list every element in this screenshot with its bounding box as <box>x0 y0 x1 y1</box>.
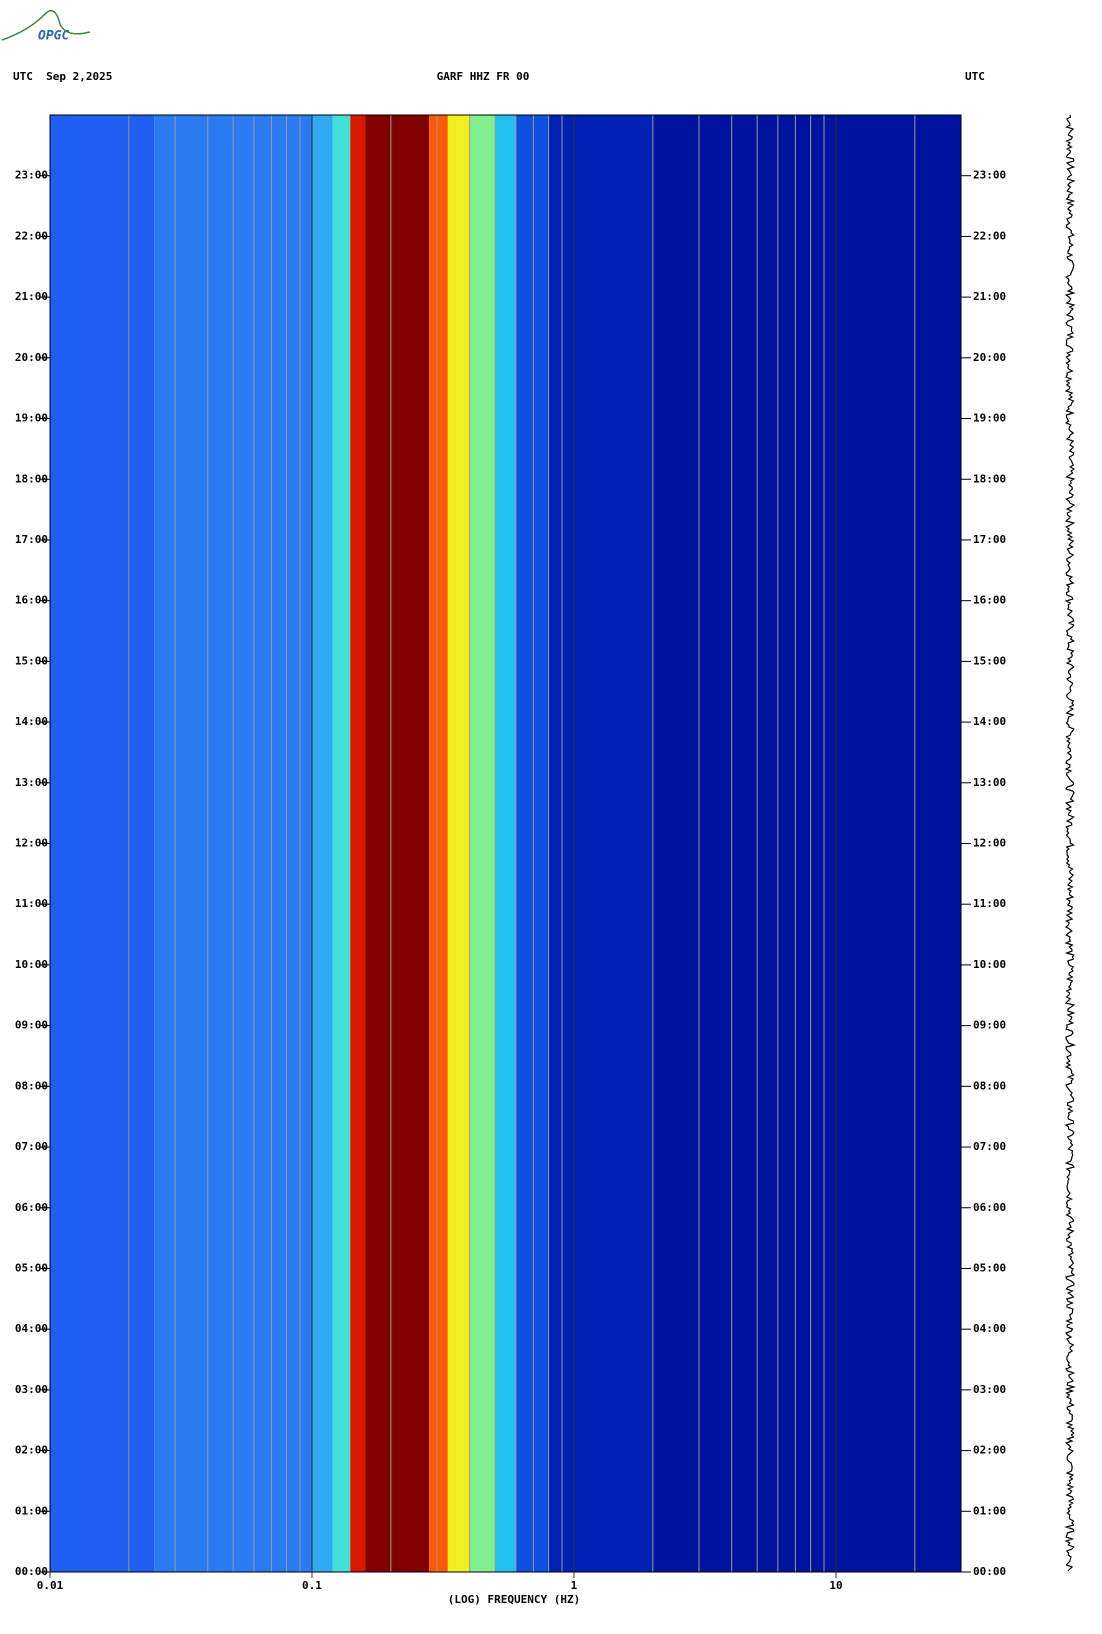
y-tick-label-right: 14:00 <box>973 715 1006 728</box>
spectrogram-band <box>447 115 470 1572</box>
y-tick-label-right: 05:00 <box>973 1261 1006 1274</box>
y-tick-label: 20:00 <box>15 351 48 364</box>
seismogram-trace <box>1064 114 1077 1572</box>
spectrogram-band <box>350 115 366 1572</box>
y-tick-label-right: 16:00 <box>973 594 1006 607</box>
y-tick-label: 06:00 <box>15 1201 48 1214</box>
spectrogram-band <box>332 115 351 1572</box>
spectrogram-band <box>429 115 448 1572</box>
y-tick-label: 04:00 <box>15 1322 48 1335</box>
y-tick-label-right: 09:00 <box>973 1019 1006 1032</box>
spectrogram-band <box>515 115 549 1572</box>
y-tick-label-right: 15:00 <box>973 654 1006 667</box>
y-tick-label-right: 23:00 <box>973 169 1006 182</box>
y-tick-label: 16:00 <box>15 594 48 607</box>
x-tick-label: 0.1 <box>302 1579 322 1592</box>
x-axis-label: (LOG) FREQUENCY (HZ) <box>448 1593 580 1606</box>
y-tick-label-right: 19:00 <box>973 412 1006 425</box>
y-tick-label-right: 02:00 <box>973 1444 1006 1457</box>
y-tick-label-right: 06:00 <box>973 1201 1006 1214</box>
y-tick-label-right: 13:00 <box>973 776 1006 789</box>
x-tick-label: 1 <box>571 1579 578 1592</box>
logo: OPGC <box>38 29 69 44</box>
x-tick-label: 0.01 <box>37 1579 64 1592</box>
y-tick-label: 23:00 <box>15 169 48 182</box>
chart-title: GARF HHZ FR 00 <box>437 70 530 83</box>
y-tick-label-right: 10:00 <box>973 958 1006 971</box>
y-tick-label-right: 01:00 <box>973 1504 1006 1517</box>
y-tick-label: 08:00 <box>15 1079 48 1092</box>
y-tick-label-right: 17:00 <box>973 533 1006 546</box>
y-tick-label: 14:00 <box>15 715 48 728</box>
y-tick-label: 15:00 <box>15 654 48 667</box>
y-tick-label: 09:00 <box>15 1019 48 1032</box>
y-tick-label-right: 03:00 <box>973 1383 1006 1396</box>
left-header: UTC Sep 2,2025 <box>13 70 112 83</box>
y-tick-label: 13:00 <box>15 776 48 789</box>
y-tick-label: 18:00 <box>15 472 48 485</box>
y-tick-label: 03:00 <box>15 1383 48 1396</box>
y-tick-label-right: 20:00 <box>973 351 1006 364</box>
y-tick-label-right: 00:00 <box>973 1565 1006 1578</box>
y-tick-label-right: 04:00 <box>973 1322 1006 1335</box>
y-tick-label-right: 12:00 <box>973 837 1006 850</box>
y-tick-label-right: 21:00 <box>973 290 1006 303</box>
y-tick-label-right: 08:00 <box>973 1079 1006 1092</box>
y-tick-label: 00:00 <box>15 1565 48 1578</box>
y-tick-label: 21:00 <box>15 290 48 303</box>
y-tick-label-right: 22:00 <box>973 229 1006 242</box>
y-tick-label: 01:00 <box>15 1504 48 1517</box>
y-tick-label: 22:00 <box>15 229 48 242</box>
spectrogram-band <box>652 115 961 1572</box>
spectrogram-band <box>495 115 516 1572</box>
y-tick-label: 11:00 <box>15 897 48 910</box>
y-tick-label: 10:00 <box>15 958 48 971</box>
y-tick-label-right: 18:00 <box>973 472 1006 485</box>
x-tick-label: 10 <box>829 1579 842 1592</box>
spectrogram-band <box>548 115 653 1572</box>
y-tick-label-right: 07:00 <box>973 1140 1006 1153</box>
spectrogram-band <box>469 115 496 1572</box>
y-tick-label: 05:00 <box>15 1261 48 1274</box>
y-tick-label: 17:00 <box>15 533 48 546</box>
y-tick-label: 02:00 <box>15 1444 48 1457</box>
spectrogram-band <box>50 115 155 1572</box>
y-tick-label: 07:00 <box>15 1140 48 1153</box>
spectrogram-band <box>311 115 333 1572</box>
y-tick-label-right: 11:00 <box>973 897 1006 910</box>
logo-swoosh <box>1 9 91 41</box>
y-tick-label: 12:00 <box>15 837 48 850</box>
right-header: UTC <box>965 70 985 83</box>
spectrogram-band <box>365 115 430 1572</box>
y-tick-label: 19:00 <box>15 412 48 425</box>
